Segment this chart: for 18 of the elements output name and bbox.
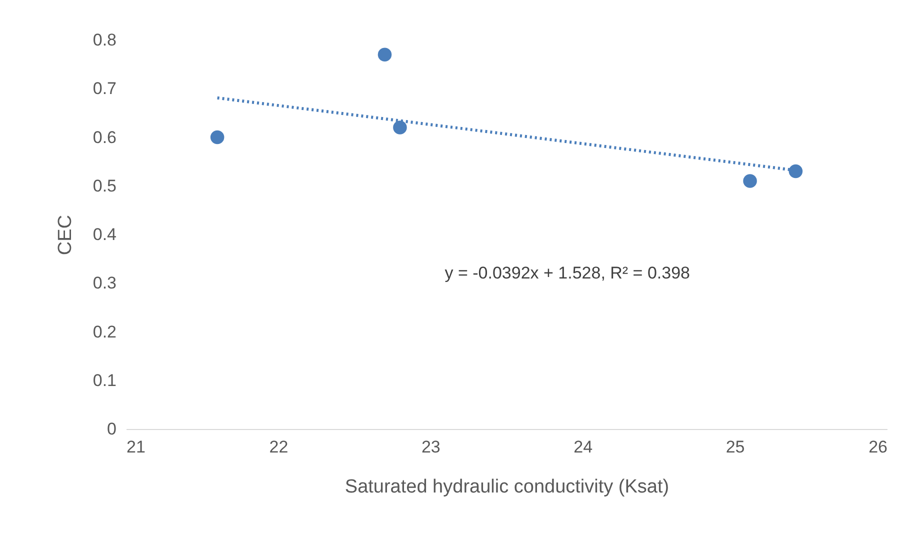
y-tick-label: 0.2: [92, 322, 116, 342]
x-tick-label: 22: [269, 438, 288, 456]
x-tick-label: 23: [421, 438, 440, 456]
y-tick-label: 0: [107, 420, 116, 438]
x-tick-label: 24: [574, 438, 593, 456]
x-tick-label: 26: [868, 438, 888, 456]
y-tick-label: 0.8: [92, 30, 116, 50]
y-axis-title: CEC: [54, 214, 76, 256]
y-tick-label: 0.7: [92, 79, 116, 98]
y-tick-label: 0.5: [92, 176, 116, 196]
x-tick-label: 21: [126, 438, 146, 456]
y-tick-label: 0.4: [92, 225, 116, 244]
x-tick-label: 25: [726, 438, 745, 456]
y-tick-label: 0.3: [92, 274, 116, 293]
y-tick-label: 0.1: [92, 370, 116, 390]
annotation: y = -0.0392x + 1.528, R² = 0.398: [444, 263, 690, 282]
x-axis-title: Saturated hydraulic conductivity (Ksat): [344, 476, 670, 498]
y-tick-label: 0.6: [92, 128, 116, 147]
